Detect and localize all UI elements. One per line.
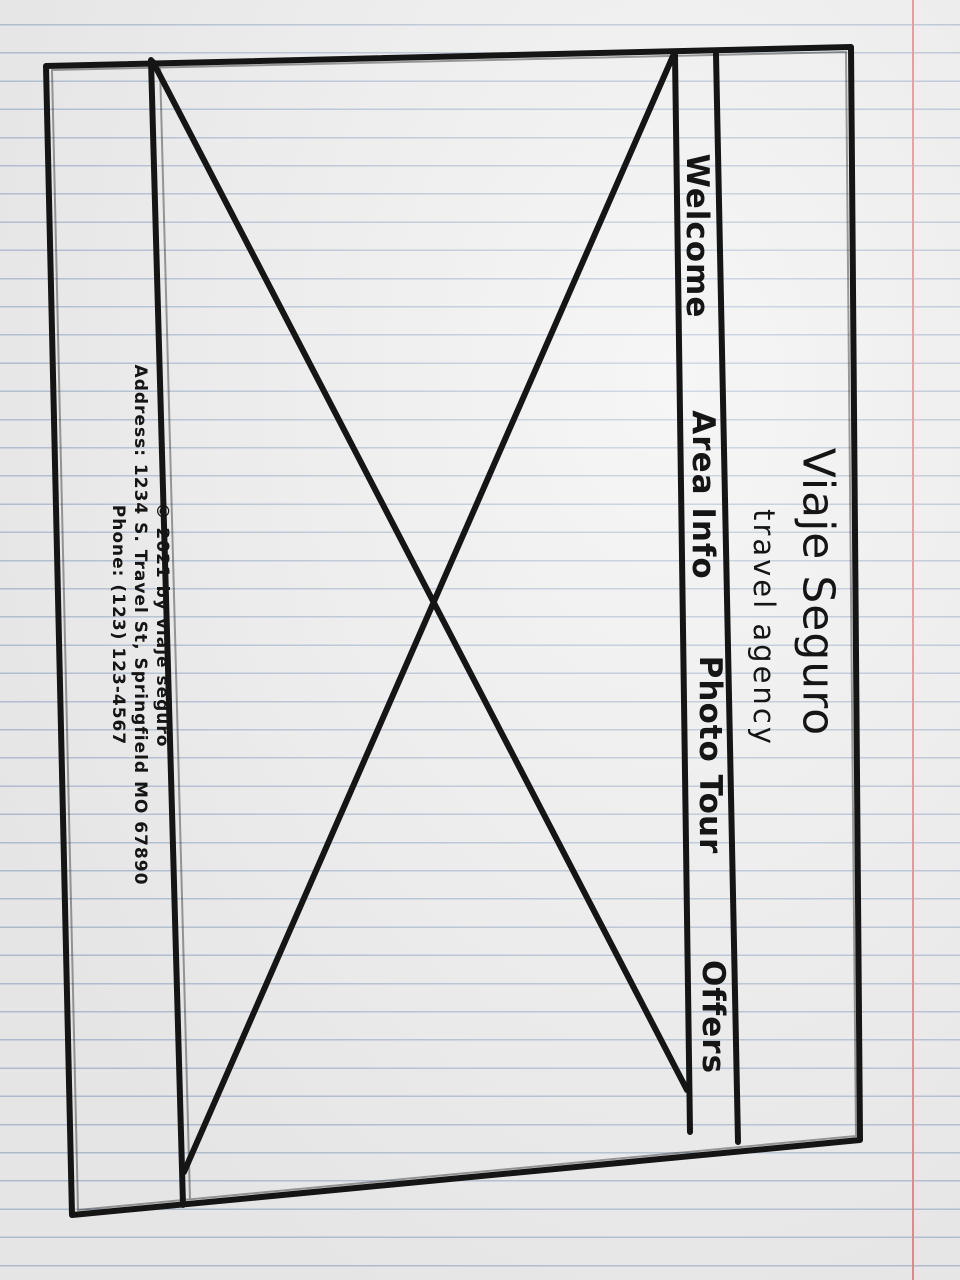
footer-copyright: © 2021 by viaje seguro [152,502,172,748]
footer-phone: Phone: (123) 123-4567 [108,504,128,746]
nav-link-offers[interactable]: Offers [695,959,731,1075]
nav-link-area-info[interactable]: Area Info [685,410,721,580]
footer-info: © 2021 by viaje seguro Address: 1234 S. … [108,365,172,886]
header-divider [713,51,741,1145]
brand-tagline: travel agency [747,509,781,747]
page-frame [43,44,863,1218]
nav-link-welcome[interactable]: Welcome [679,153,715,319]
placeholder-cross-line-2 [181,53,676,1175]
footer-divider [148,57,186,1208]
footer-address: Address: 1234 S. Travel St, Springfield … [130,364,150,886]
nav-link-photo-tour[interactable]: Photo Tour [692,655,728,855]
brand-name: Viaje Seguro [792,447,844,737]
nav-left-border [672,52,693,1135]
placeholder-cross-line-1 [150,59,690,1093]
